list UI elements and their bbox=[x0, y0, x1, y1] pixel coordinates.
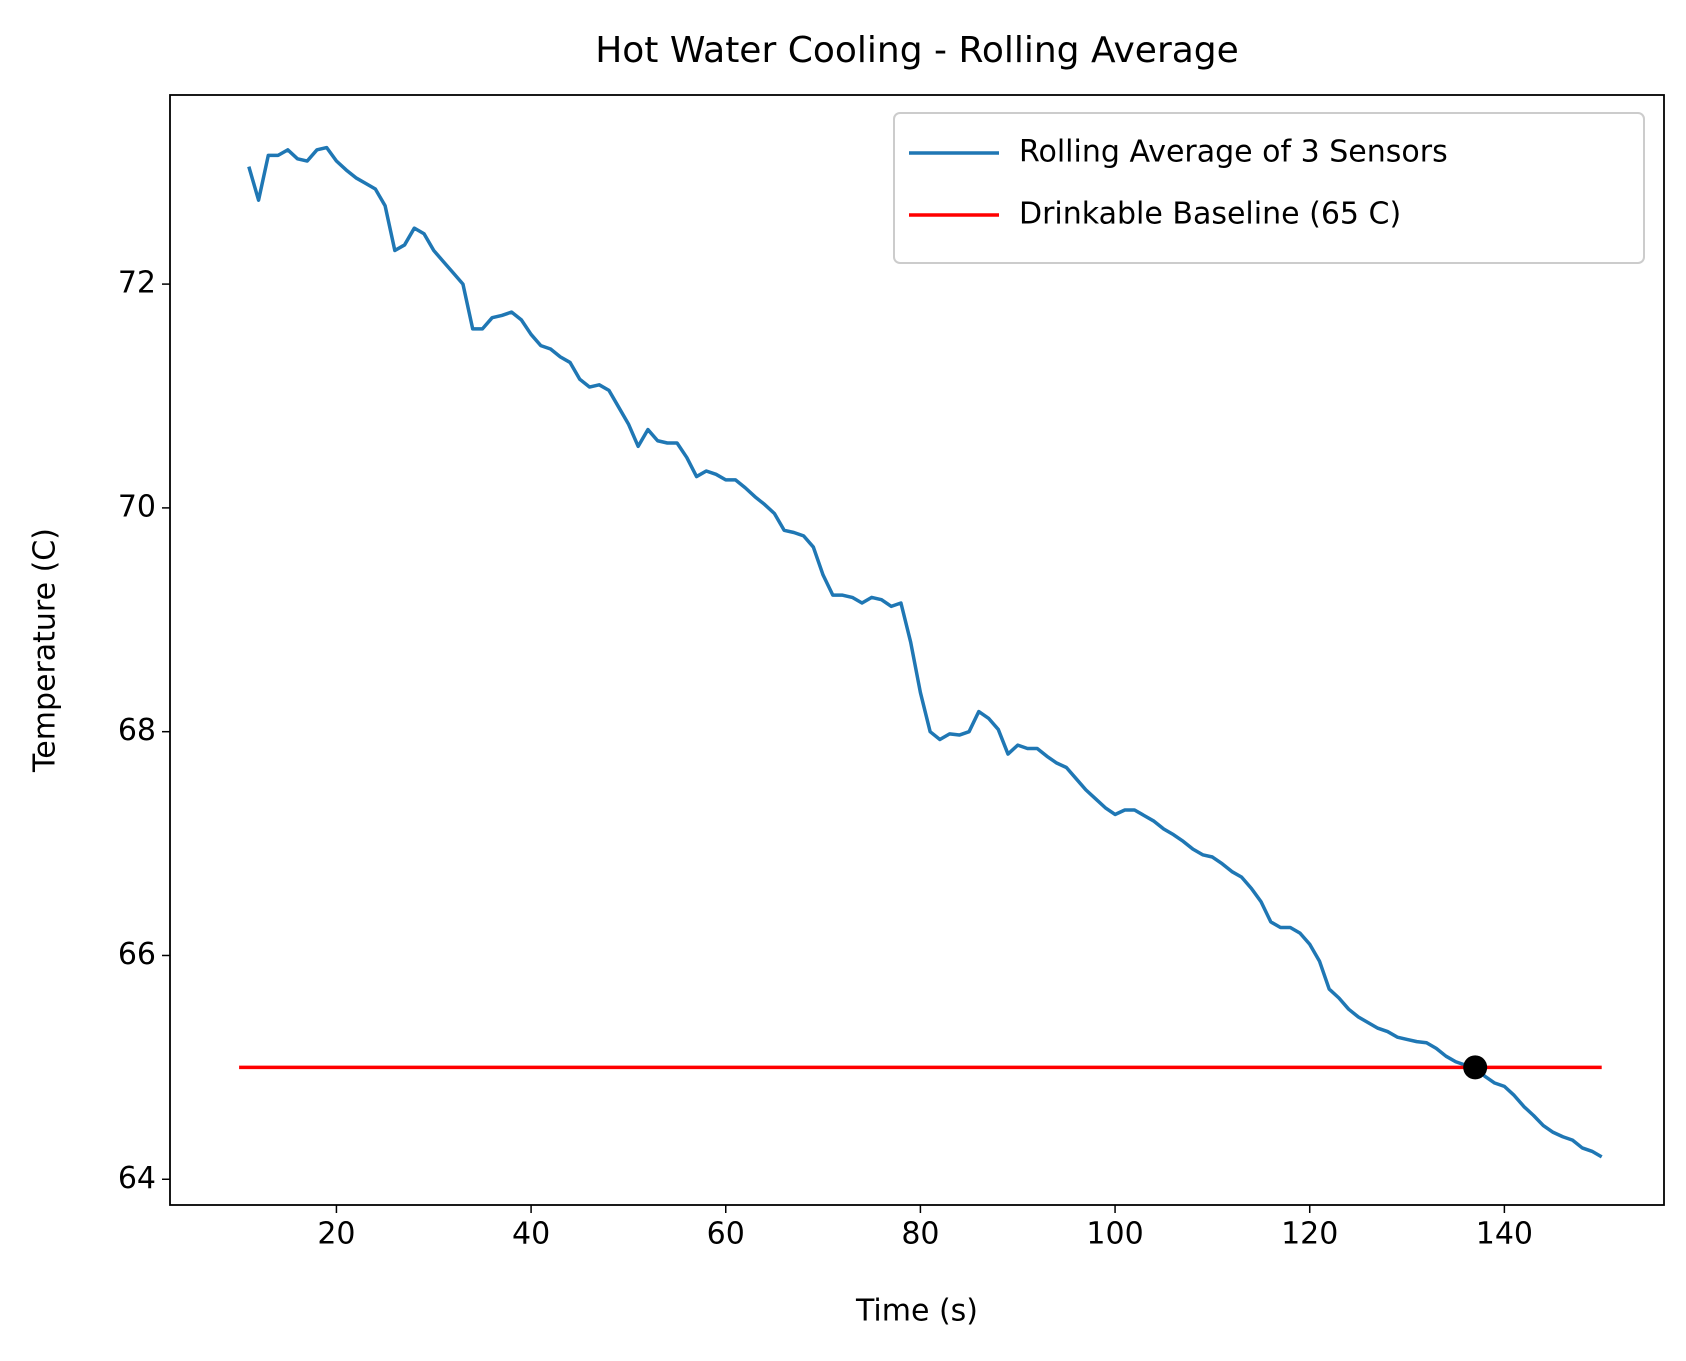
x-tick-label: 100 bbox=[1086, 1217, 1143, 1252]
legend-box bbox=[893, 112, 1645, 264]
chart-title: Hot Water Cooling - Rolling Average bbox=[595, 30, 1239, 71]
x-tick-label: 40 bbox=[512, 1217, 550, 1252]
y-axis-label: Temperature (C) bbox=[28, 528, 63, 773]
crossing-point bbox=[1463, 1055, 1488, 1080]
data-line bbox=[247, 145, 1603, 1159]
y-tick-label: 68 bbox=[118, 713, 156, 748]
legend-label: Drinkable Baseline (65 C) bbox=[1019, 197, 1401, 232]
y-tick-label: 72 bbox=[118, 266, 156, 301]
x-axis-label: Time (s) bbox=[855, 1294, 978, 1329]
x-tick-label: 120 bbox=[1281, 1217, 1338, 1252]
y-tick-label: 64 bbox=[118, 1161, 156, 1196]
legend-label: Rolling Average of 3 Sensors bbox=[1019, 135, 1448, 170]
plot-frame bbox=[169, 94, 1665, 1206]
x-tick-label: 140 bbox=[1476, 1217, 1533, 1252]
y-tick-label: 70 bbox=[118, 489, 156, 524]
x-tick-label: 20 bbox=[317, 1217, 355, 1252]
legend: Rolling Average of 3 Sensors Drinkable Ba… bbox=[893, 112, 1645, 264]
x-tick-label: 60 bbox=[707, 1217, 745, 1252]
y-tick-label: 66 bbox=[118, 937, 156, 972]
x-tick-label: 80 bbox=[901, 1217, 939, 1252]
